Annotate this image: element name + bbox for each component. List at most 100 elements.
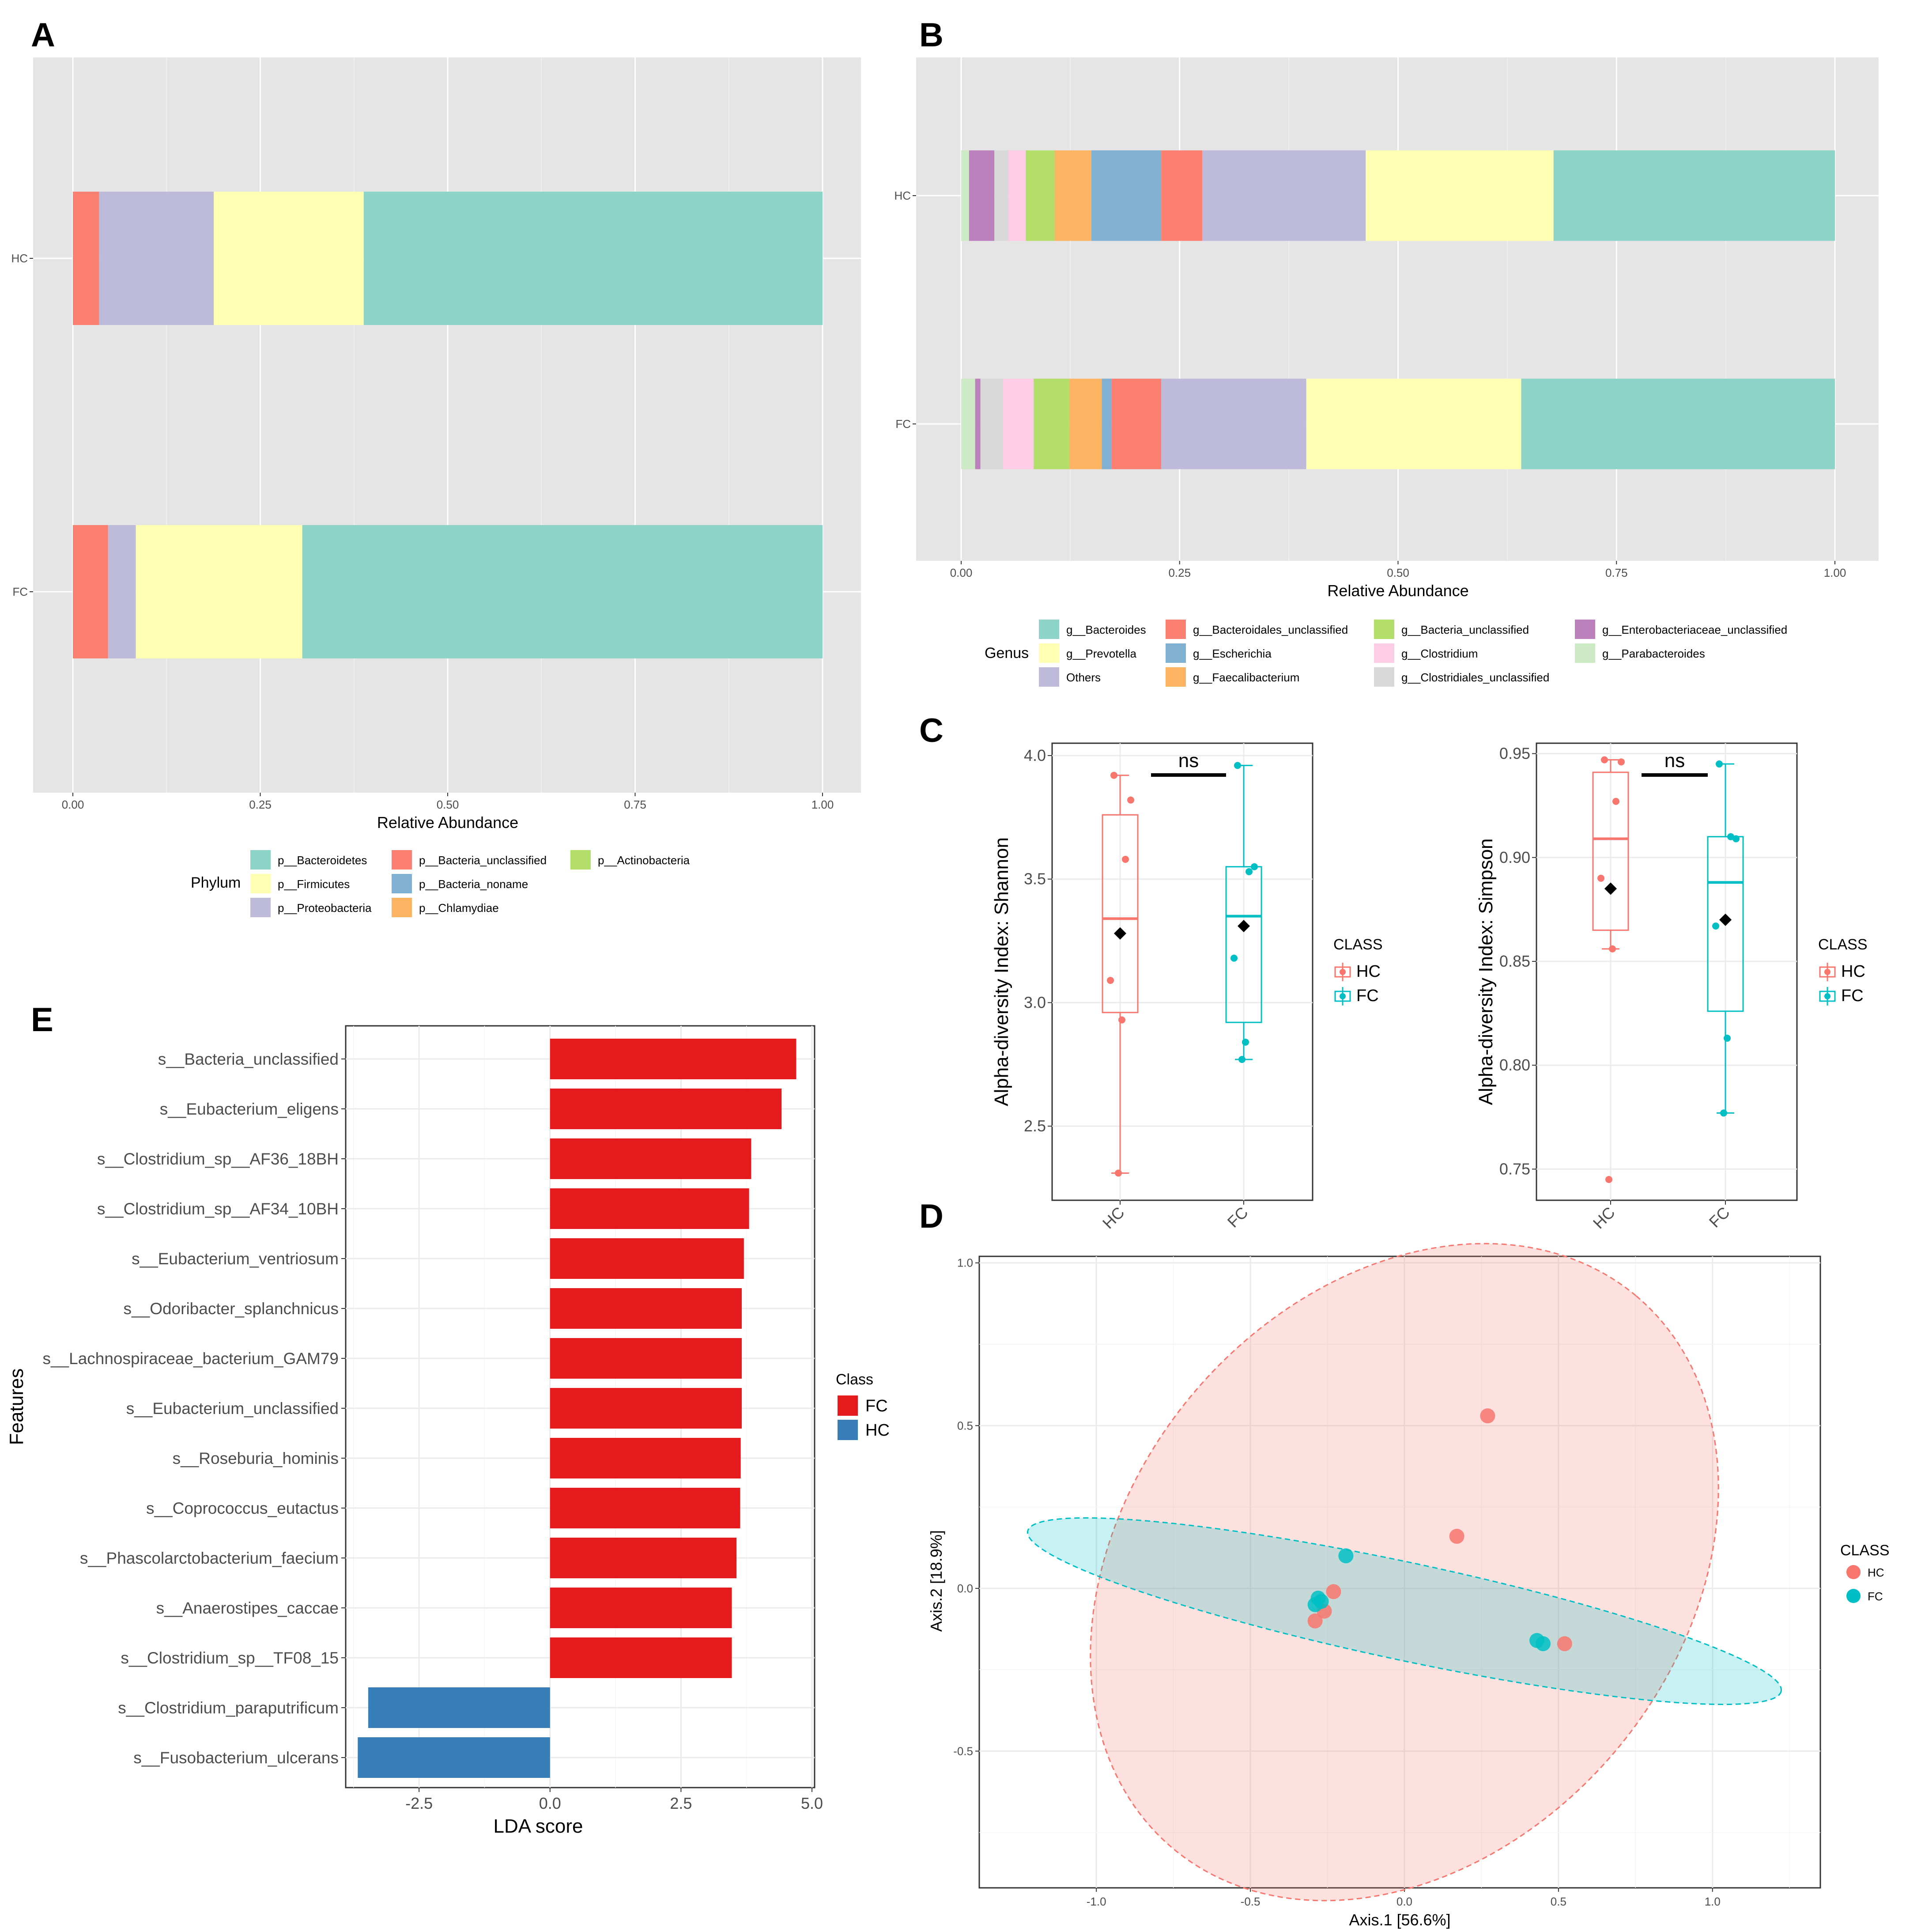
bar-segment-fc-g-clostridium — [1003, 378, 1034, 469]
bar-segment-hc-g-clostridiales-unclassified — [994, 150, 1008, 241]
legend-label-g-faecalibacterium: g__Faecalibacterium — [1193, 671, 1299, 684]
lda-bar-s-roseburia-hominis — [550, 1438, 741, 1478]
legend-label-g-clostridium: g__Clostridium — [1401, 647, 1478, 660]
legend-key-g-bacteria-unclassified — [1374, 620, 1394, 639]
box-hc — [1592, 771, 1629, 931]
panel-a-phylum-chart: 0.00 0.25 0.50 0.75 1.00 HC FC Relative Abundan… — [11, 57, 861, 917]
x-tick-label: 1.0 — [1705, 1895, 1721, 1908]
legend-label-g-enterobacteriaceae-unclassified: g__Enterobacteriaceae_unclassified — [1602, 623, 1787, 636]
legend-key-dot-fc — [1340, 993, 1346, 999]
feature-label: s__Clostridium_sp__TF08_15 — [121, 1649, 339, 1667]
x-tick-label: 0.50 — [1387, 566, 1409, 579]
data-point-hc — [1107, 977, 1114, 984]
feature-label: s__Lachnospiraceae_bacterium_GAM79 — [42, 1350, 339, 1368]
legend-title: Genus — [985, 645, 1029, 662]
data-point-fc — [1246, 868, 1253, 875]
legend-key-p-firmicutes — [250, 874, 271, 893]
data-point-fc — [1230, 954, 1238, 962]
feature-label: s__Anaerostipes_caccae — [156, 1599, 339, 1617]
data-point-fc — [1535, 1636, 1551, 1652]
data-point-hc — [1601, 756, 1608, 764]
legend-key-hc — [838, 1420, 858, 1440]
y-axis-title: Axis.2 [18.9%] — [927, 1530, 945, 1632]
feature-label: s__Bacteria_unclassified — [158, 1050, 339, 1068]
legend-key-fc — [838, 1395, 858, 1416]
legend-key-g-bacteroides — [1039, 620, 1059, 639]
legend-label-p-actinobacteria: p__Actinobacteria — [598, 854, 690, 867]
legend-label-g-bacteria-unclassified: g__Bacteria_unclassified — [1401, 623, 1529, 636]
x-tick-label: 0.75 — [1605, 566, 1628, 579]
legend-key-dot-fc — [1824, 993, 1831, 999]
legend-label-others: Others — [1066, 671, 1101, 684]
lda-bar-s-anaerostipes-caccae — [550, 1588, 732, 1628]
legend-label-hc: HC — [1868, 1566, 1884, 1579]
lda-bar-s-phascolarctobacterium-faecium — [550, 1538, 737, 1578]
x-axis-title: Relative Abundance — [1327, 582, 1468, 600]
y-tick-label: 0.75 — [1499, 1160, 1530, 1178]
bar-segment-fc-g-bacteroidales-unclassified — [1111, 378, 1162, 469]
legend-label-g-bacteroides: g__Bacteroides — [1066, 623, 1146, 636]
data-point-fc — [1716, 760, 1723, 768]
data-point-hc — [1110, 771, 1117, 779]
legend-key-fc — [1846, 1589, 1861, 1603]
y-tick-label: 3.5 — [1024, 870, 1046, 888]
data-point-fc — [1238, 1056, 1246, 1063]
bar-segment-fc-g-bacteria-unclassified — [1034, 378, 1070, 469]
data-point-hc — [1609, 945, 1616, 953]
legend-label-hc: HC — [865, 1421, 890, 1440]
legend-key-g-escherichia — [1166, 643, 1186, 663]
x-tick-label: -1.0 — [1087, 1895, 1106, 1908]
x-tick-label: 0.5 — [1551, 1895, 1566, 1908]
legend-key-g-clostridiales-unclassified — [1374, 667, 1394, 687]
legend-key-g-faecalibacterium — [1166, 667, 1186, 687]
legend-label-p-bacteria-unclassified: p__Bacteria_unclassified — [419, 854, 547, 867]
lda-bar-s-clostridium-sp-tf08-15 — [550, 1637, 732, 1678]
y-tick-label: 4.0 — [1024, 746, 1046, 764]
bar-segment-hc-p-proteobacteria — [99, 192, 214, 325]
legend-label-p-proteobacteria: p__Proteobacteria — [278, 901, 372, 915]
y-axis-title: Alpha-diversity Index: Simpson — [1475, 838, 1497, 1105]
bar-segment-hc-g-faecalibacterium — [1054, 150, 1091, 241]
confidence-ellipse-fc — [1027, 1517, 1782, 1705]
bar-segment-fc-g-bacteroides — [1521, 378, 1835, 469]
data-point-hc — [1618, 758, 1625, 766]
data-point-hc — [1612, 798, 1619, 805]
legend-label-g-bacteroidales-unclassified: g__Bacteroidales_unclassified — [1193, 623, 1348, 636]
bar-segment-hc-p-bacteroidetes — [363, 192, 823, 325]
data-point-hc — [1480, 1408, 1495, 1424]
x-tick-label: FC — [1706, 1203, 1733, 1231]
y-tick-label: 0.5 — [957, 1419, 973, 1432]
y-tick-label: -0.5 — [953, 1744, 973, 1758]
legend-key-g-parabacteroides — [1575, 643, 1595, 663]
lda-bar-s-eubacterium-eligens — [550, 1089, 782, 1129]
feature-label: s__Fusobacterium_ulcerans — [133, 1749, 339, 1767]
legend-key-dot-hc — [1824, 969, 1831, 975]
feature-label: s__Phascolarctobacterium_faecium — [80, 1549, 339, 1567]
x-tick-label: FC — [1224, 1203, 1252, 1231]
legend-key-hc — [1846, 1565, 1861, 1579]
bar-segment-hc-g-escherichia — [1091, 150, 1162, 241]
lda-bar-s-clostridium-sp-af36-18bh — [550, 1138, 751, 1179]
legend-key-p-bacteroidetes — [250, 850, 271, 870]
feature-label: s__Eubacterium_eligens — [160, 1100, 339, 1118]
legend-title: Phylum — [191, 874, 241, 891]
bar-segment-fc-p-firmicutes — [136, 525, 302, 658]
data-point-fc — [1242, 1038, 1249, 1046]
bar-segment-hc-g-prevotella — [1366, 150, 1554, 241]
x-tick-label: 0.00 — [62, 798, 84, 811]
bar-segment-fc-g-clostridiales-unclassified — [980, 378, 1003, 469]
legend-label-p-bacteria-noname: p__Bacteria_noname — [419, 877, 528, 891]
data-point-fc — [1720, 1109, 1727, 1117]
lda-bar-s-clostridium-paraputrificum — [368, 1687, 550, 1728]
significance-label: ns — [1178, 750, 1199, 771]
lda-bar-s-odoribacter-splanchnicus — [550, 1288, 742, 1329]
data-point-hc — [1326, 1584, 1341, 1599]
bar-segment-hc-g-bacteria-unclassified — [1026, 150, 1055, 241]
y-tick-label: FC — [12, 585, 28, 598]
lda-bar-s-fusobacterium-ulcerans — [358, 1737, 550, 1778]
legend-key-g-clostridium — [1374, 643, 1394, 663]
y-axis-title: Features — [6, 1369, 27, 1445]
x-tick-label: 0.75 — [624, 798, 646, 811]
x-tick-label: 2.5 — [670, 1794, 692, 1812]
